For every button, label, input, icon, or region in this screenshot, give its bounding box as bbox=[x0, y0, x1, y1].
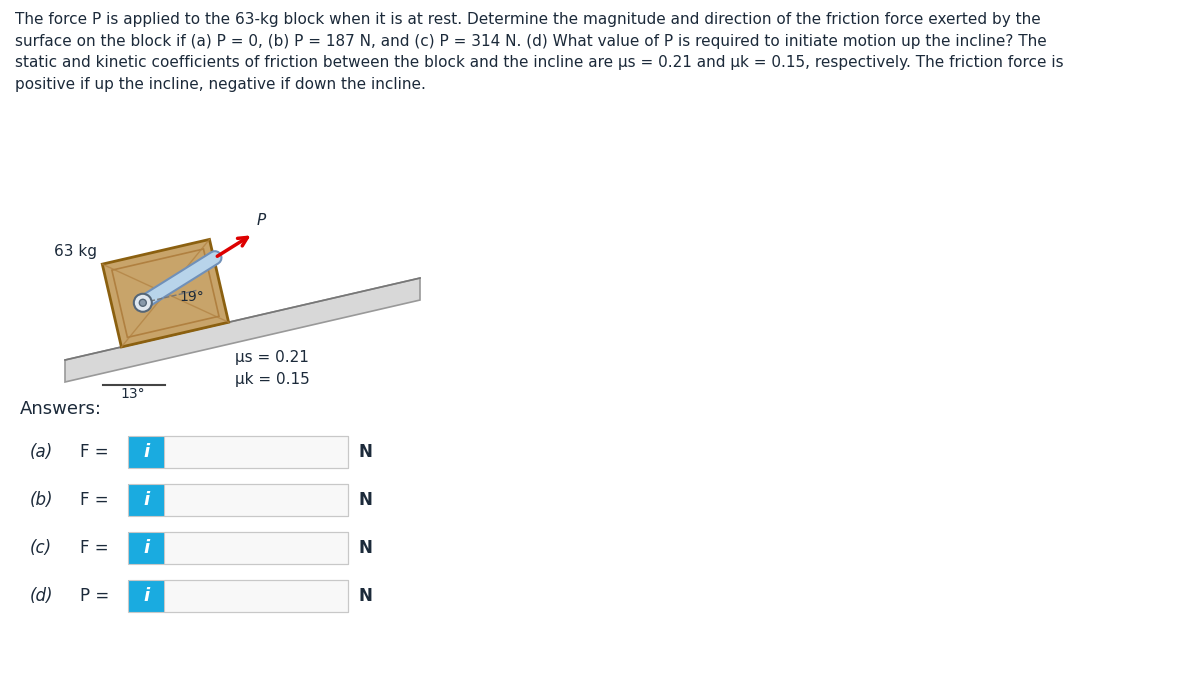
Text: F =: F = bbox=[80, 539, 109, 557]
Text: F =: F = bbox=[80, 491, 109, 509]
FancyBboxPatch shape bbox=[128, 580, 164, 612]
Text: i: i bbox=[143, 539, 149, 557]
FancyBboxPatch shape bbox=[128, 532, 164, 564]
FancyBboxPatch shape bbox=[164, 580, 348, 612]
Text: μk = 0.15: μk = 0.15 bbox=[235, 372, 310, 387]
Text: (a): (a) bbox=[30, 443, 53, 461]
Text: i: i bbox=[143, 491, 149, 509]
Text: N: N bbox=[358, 443, 372, 461]
Text: Answers:: Answers: bbox=[20, 400, 102, 418]
Text: (d): (d) bbox=[30, 587, 54, 605]
Text: (c): (c) bbox=[30, 539, 52, 557]
Text: P =: P = bbox=[80, 587, 109, 605]
Text: P: P bbox=[257, 213, 266, 228]
Text: (b): (b) bbox=[30, 491, 54, 509]
Text: 13°: 13° bbox=[120, 387, 145, 401]
Circle shape bbox=[134, 294, 152, 312]
Text: N: N bbox=[358, 539, 372, 557]
Text: N: N bbox=[358, 587, 372, 605]
Text: i: i bbox=[143, 443, 149, 461]
Text: i: i bbox=[143, 587, 149, 605]
FancyBboxPatch shape bbox=[128, 484, 164, 516]
FancyBboxPatch shape bbox=[164, 532, 348, 564]
Polygon shape bbox=[65, 278, 420, 382]
Text: μs = 0.21: μs = 0.21 bbox=[235, 350, 308, 365]
Text: The force P is applied to the 63-kg block when it is at rest. Determine the magn: The force P is applied to the 63-kg bloc… bbox=[14, 12, 1063, 92]
Polygon shape bbox=[102, 239, 228, 347]
Text: 63 kg: 63 kg bbox=[54, 244, 97, 259]
FancyBboxPatch shape bbox=[128, 436, 164, 468]
Text: F =: F = bbox=[80, 443, 109, 461]
FancyBboxPatch shape bbox=[164, 484, 348, 516]
Text: N: N bbox=[358, 491, 372, 509]
Text: 19°: 19° bbox=[180, 290, 205, 304]
FancyBboxPatch shape bbox=[164, 436, 348, 468]
Circle shape bbox=[139, 299, 146, 306]
